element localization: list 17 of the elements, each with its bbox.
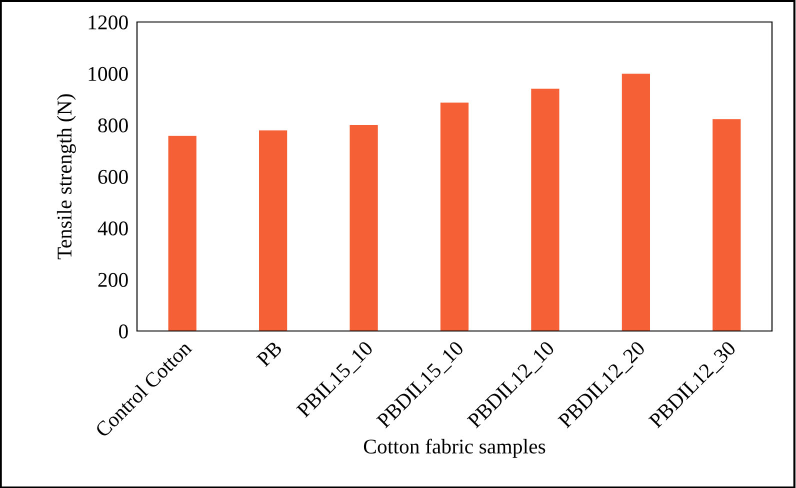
y-tick-label: 1200 [88,15,128,30]
y-axis-title: Tensile strength (N) [56,94,76,260]
y-tick-label: 600 [98,170,128,184]
y-tick-label: 0 [119,324,128,338]
bar [259,130,288,331]
bar [712,119,741,331]
x-tick-label: PB [256,340,283,368]
bar [440,102,469,331]
y-tick-label: 400 [98,221,128,236]
bar [168,136,196,331]
y-tick-label: 1000 [88,66,128,81]
bar [350,125,378,331]
y-tick-label: 800 [98,118,128,132]
bar [531,88,560,331]
y-tick-label: 200 [98,272,128,287]
bar [622,74,650,331]
x-axis-title: Cotton fabric samples [364,438,546,458]
